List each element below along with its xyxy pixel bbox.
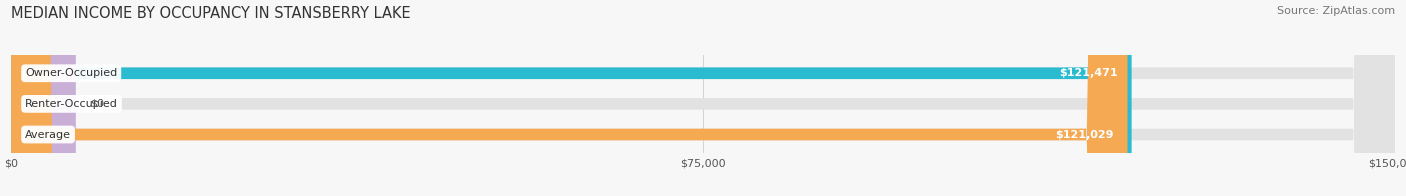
FancyBboxPatch shape <box>11 0 76 196</box>
Text: Source: ZipAtlas.com: Source: ZipAtlas.com <box>1277 6 1395 16</box>
Text: Average: Average <box>25 130 72 140</box>
FancyBboxPatch shape <box>11 0 1395 196</box>
FancyBboxPatch shape <box>11 0 1395 196</box>
FancyBboxPatch shape <box>11 0 1132 196</box>
FancyBboxPatch shape <box>11 0 1395 196</box>
Text: $0: $0 <box>90 99 104 109</box>
FancyBboxPatch shape <box>11 0 1128 196</box>
Text: $121,471: $121,471 <box>1059 68 1118 78</box>
Text: Owner-Occupied: Owner-Occupied <box>25 68 117 78</box>
Text: MEDIAN INCOME BY OCCUPANCY IN STANSBERRY LAKE: MEDIAN INCOME BY OCCUPANCY IN STANSBERRY… <box>11 6 411 21</box>
Text: $121,029: $121,029 <box>1056 130 1114 140</box>
Text: Renter-Occupied: Renter-Occupied <box>25 99 118 109</box>
